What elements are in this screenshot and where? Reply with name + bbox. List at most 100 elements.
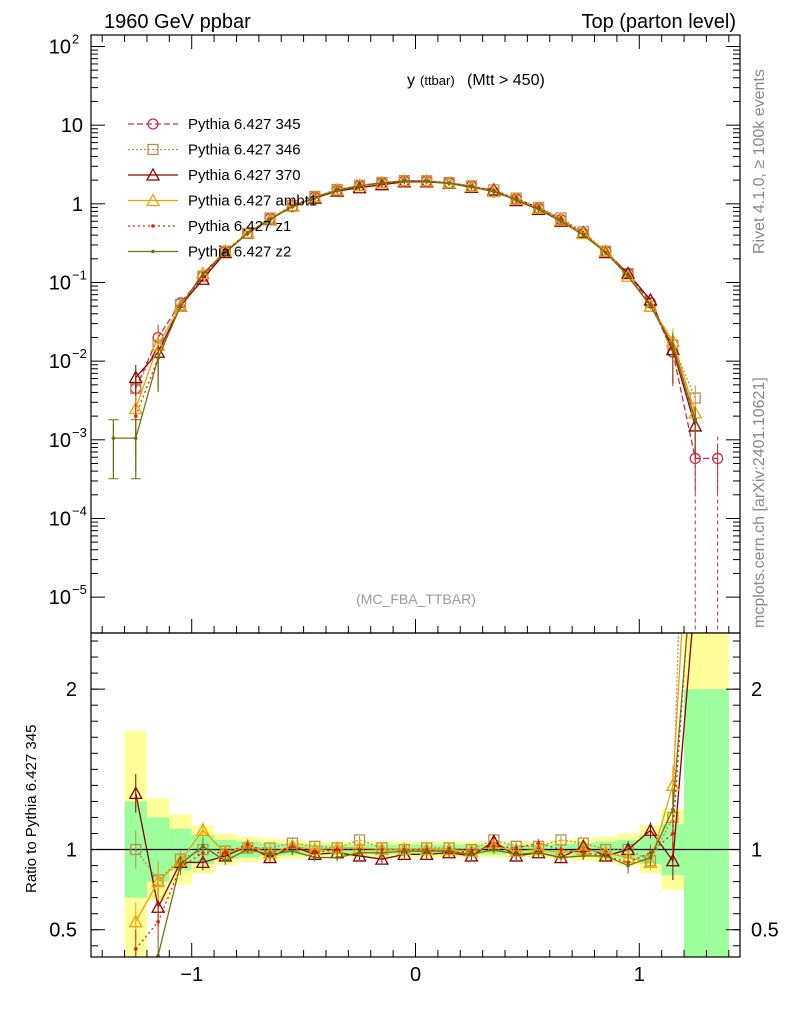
line-z1 [135, 180, 696, 420]
legend-label-s345: Pythia 6.427 345 [188, 116, 301, 133]
ratio-marker-ambt1 [128, 914, 143, 928]
marker-z2 [514, 198, 519, 202]
marker-z2 [178, 304, 183, 308]
marker-z1 [133, 414, 138, 418]
legend-label-z2: Pythia 6.427 z2 [188, 244, 291, 261]
ratio-marker-z1 [223, 850, 228, 855]
marker-ambt1 [352, 178, 367, 192]
rivet-label: Rivet 4.1.0, ≥ 100k events [751, 69, 768, 254]
ratio-marker-s370 [509, 848, 524, 862]
ratio-line-s346 [135, 633, 680, 881]
band-green [706, 689, 729, 957]
ratio-marker-z1 [312, 850, 317, 855]
ratio-marker-z2 [514, 852, 519, 857]
y-tick-label: 1 [72, 194, 83, 216]
marker-z2 [223, 250, 228, 255]
ratio-marker-z2 [447, 849, 451, 853]
ratio-marker-ambt1 [151, 874, 166, 888]
line-s346 [135, 180, 696, 399]
ratio-marker-z2 [223, 858, 228, 863]
x-tick-label: 1 [634, 964, 645, 986]
ratio-marker-z2 [536, 850, 541, 855]
ratio-marker-s370 [195, 855, 210, 869]
watermark: (MC_FBA_TTBAR) [356, 591, 476, 607]
marker-z2 [402, 179, 407, 183]
band-green [684, 689, 707, 957]
legend-label-ambt1: Pythia 6.427 ambt1 [188, 193, 317, 210]
ratio-marker-s370 [374, 851, 390, 865]
mcplots-label: mcplots.cern.ch [arXiv:2401.10621] [751, 377, 768, 628]
ratio-y-tick-label: 1 [66, 840, 77, 862]
ratio-marker-z2 [156, 953, 160, 957]
ratio-marker-z1 [671, 831, 675, 836]
ratio-series-layer [128, 633, 693, 957]
ratio-marker-z2 [290, 849, 295, 853]
ratio-y-tick-label-right: 0.5 [751, 920, 779, 942]
ratio-frame [90, 632, 741, 958]
y-tick-exponent: −3 [72, 425, 87, 440]
ratio-marker-z2 [581, 854, 586, 858]
marker-z2 [693, 417, 698, 422]
ratio-marker-z2 [380, 850, 384, 855]
ratio-marker-z1 [536, 841, 541, 845]
marker-ambt1 [621, 268, 636, 282]
header-left: 1960 GeV ppbar [104, 11, 251, 33]
ratio-marker-z1 [133, 947, 138, 951]
y-tick-label: 10 [49, 36, 71, 58]
ratio-ticks: 2 2 1 1 0.5 0.5 −1 0 1 [49, 640, 779, 986]
y-tick-exponent: −2 [72, 346, 87, 361]
ratio-uncertainty-bands [124, 633, 729, 957]
ratio-marker-z2 [469, 852, 474, 857]
ratio-marker-s370 [397, 846, 412, 860]
legend-label-z1: Pythia 6.427 z1 [188, 218, 291, 235]
ratio-marker-z2 [492, 847, 496, 852]
marker-z2 [492, 190, 496, 194]
series-s346 [130, 175, 701, 432]
ratio-marker-z1 [245, 842, 250, 847]
y-tick-exponent: −1 [72, 267, 87, 282]
ratio-marker-s370 [262, 850, 278, 864]
y-tick-label: 10 [49, 587, 71, 609]
legend-marker-z2 [151, 249, 155, 254]
marker-ambt1 [643, 298, 658, 312]
ratio-marker-z2 [402, 849, 407, 853]
ratio-marker-s346 [130, 843, 142, 856]
marker-s346 [242, 227, 254, 240]
marker-z2 [357, 184, 362, 188]
ratio-marker-s370 [419, 846, 434, 860]
ratio-marker-s370 [531, 845, 546, 859]
ratio-marker-s370 [665, 853, 680, 867]
marker-z2 [603, 250, 608, 255]
ratio-marker-z2 [559, 855, 563, 860]
marker-ambt1 [173, 298, 188, 312]
ratio-marker-ambt1 [195, 822, 210, 836]
marker-z2 [312, 195, 317, 200]
x-tick-label: 0 [410, 964, 421, 986]
ratio-y-tick-label: 0.5 [49, 920, 77, 942]
legend-label-s370: Pythia 6.427 370 [188, 167, 301, 184]
series-ambt1 [128, 173, 703, 447]
marker-z2 [626, 274, 630, 279]
ratio-plot-panel: 2 2 1 1 0.5 0.5 −1 0 1 Ratio to Pythia 6.427 345 [23, 632, 779, 986]
marker-z2 [290, 204, 295, 209]
ratio-y-tick-label-right: 2 [751, 679, 762, 701]
ratio-line-z1 [135, 633, 688, 950]
ratio-marker-z2 [312, 855, 317, 860]
marker-s370 [486, 182, 501, 196]
ratio-marker-s370 [352, 848, 367, 862]
marker-z2 [380, 181, 384, 185]
ratio-series-z1 [133, 633, 688, 957]
marker-ambt1 [397, 173, 412, 187]
marker-z2 [581, 233, 586, 237]
ratio-marker-z2 [357, 850, 362, 855]
ratio-marker-z2 [268, 852, 272, 857]
chart-title-rest: (Mtt > 450) [467, 72, 545, 89]
y-tick-label: 10 [61, 115, 83, 137]
ratio-marker-z2 [201, 844, 205, 849]
ratio-marker-z1 [514, 846, 519, 850]
ratio-y-tick-label: 2 [66, 679, 77, 701]
marker-s370 [128, 370, 143, 384]
line-ambt1 [135, 180, 696, 414]
ratio-marker-z1 [559, 847, 563, 852]
